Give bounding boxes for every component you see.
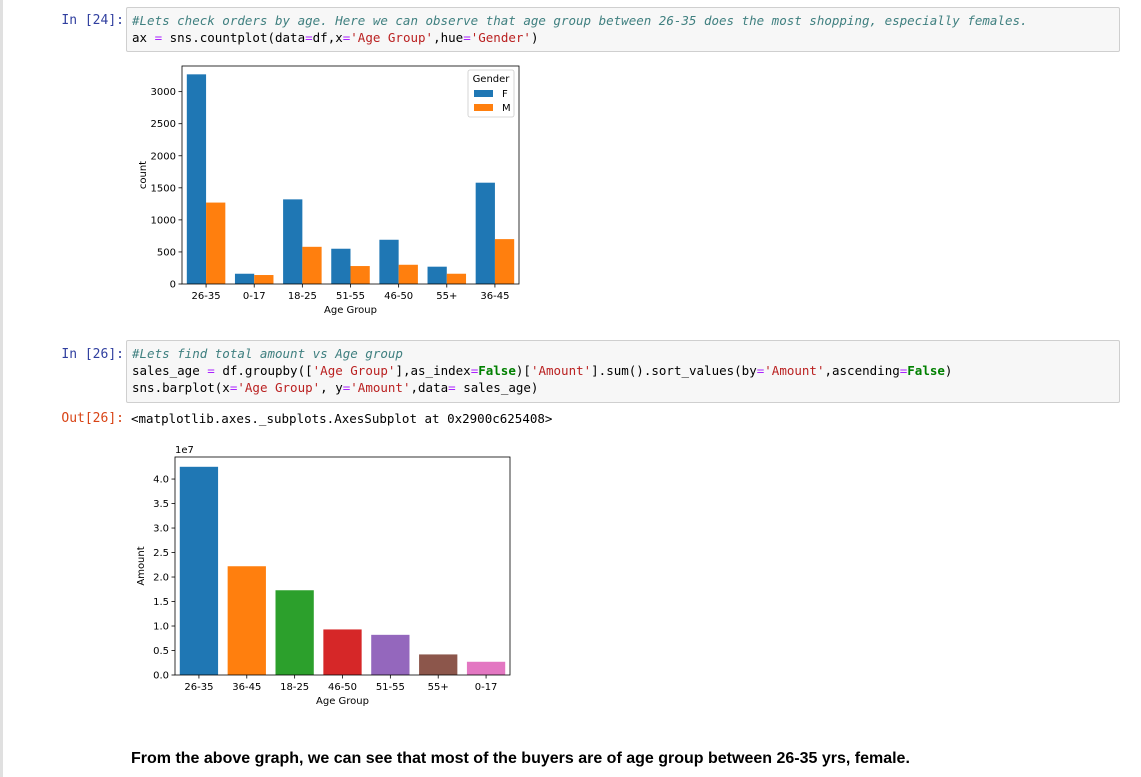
bar-m-51-55	[350, 266, 370, 284]
cell-24-prompt: In [24]:	[61, 13, 124, 28]
x-axis-label: Age Group	[324, 305, 377, 316]
markdown-conclusion: From the above graph, we can see that mo…	[131, 750, 910, 767]
legend-label-f: F	[502, 89, 508, 100]
bar-46-50	[323, 629, 362, 675]
y-tick-label: 3.0	[153, 524, 169, 535]
bar-36-45	[227, 566, 266, 675]
cell-26-prompt: In [26]:	[61, 347, 124, 362]
code-line: ax = sns.countplot(data=df,x='Age Group'…	[132, 30, 539, 45]
x-tick-label: 51-55	[376, 682, 405, 693]
bar-m-55+	[446, 273, 467, 284]
legend-swatch-f	[474, 90, 493, 97]
barplot-amount-by-age-group-chart: 0.0 0.5 1.0 1.5 2.0 2.5 3.0 3.5 4.0 26-35 36-45 18-…	[136, 445, 511, 707]
y-tick-label: 0.5	[153, 646, 169, 657]
y-tick-label: 2000	[151, 151, 176, 162]
bar-f-18-25	[283, 199, 303, 284]
y-tick-label: 1000	[151, 215, 176, 226]
x-tick-label: 36-45	[480, 291, 509, 302]
bar-55+	[419, 654, 458, 675]
legend-swatch-m	[474, 104, 493, 111]
bar-m-26-35	[206, 202, 226, 284]
code-line: sns.barplot(x='Age Group', y='Amount',da…	[132, 380, 539, 395]
legend-title: Gender	[473, 74, 511, 85]
y-offset-text: 1e7	[175, 445, 194, 456]
y-axis-label: count	[138, 161, 149, 189]
bar-m-36-45	[494, 239, 515, 284]
x-tick-label: 36-45	[232, 682, 261, 693]
x-tick-label: 46-50	[384, 291, 413, 302]
bar-m-18-25	[302, 246, 322, 284]
x-tick-label: 18-25	[280, 682, 309, 693]
y-tick-label: 0.0	[153, 671, 169, 682]
y-axis-label: Amount	[136, 546, 147, 585]
countplot-age-group-gender-chart: 0 500 1000 1500 2000 2500 3000 26-35 0-17 18-25 51…	[138, 65, 520, 316]
x-tick-label: 26-35	[192, 291, 221, 302]
bar-m-0-17	[254, 275, 274, 284]
bar-f-55+	[427, 266, 447, 284]
bar-18-25	[275, 590, 314, 675]
y-tick-label: 2500	[151, 119, 176, 130]
x-tick-label: 55+	[436, 291, 457, 302]
y-tick-label: 1500	[151, 183, 176, 194]
cell-26-code-editor[interactable]: #Lets find total amount vs Age group sal…	[126, 340, 1120, 403]
code-line: sales_age = df.groupby(['Age Group'],as_…	[132, 363, 953, 378]
y-tick-label: 3.5	[153, 499, 169, 510]
y-tick-label: 4.0	[153, 475, 169, 486]
y-tick-label: 0	[170, 280, 176, 291]
code-comment: #Lets check orders by age. Here we can o…	[132, 13, 1028, 28]
bar-f-36-45	[475, 182, 495, 284]
x-tick-label: 46-50	[328, 682, 357, 693]
bar-f-0-17	[234, 273, 255, 284]
bar-f-51-55	[331, 248, 351, 284]
cell-24-code-editor[interactable]: #Lets check orders by age. Here we can o…	[126, 7, 1120, 52]
x-tick-label: 0-17	[475, 682, 498, 693]
y-tick-label: 2.5	[153, 548, 169, 559]
x-tick-label: 26-35	[184, 682, 213, 693]
legend-label-m: M	[502, 103, 511, 114]
x-tick-label: 0-17	[243, 291, 266, 302]
y-tick-label: 1.0	[153, 622, 169, 633]
bar-26-35	[179, 466, 219, 675]
y-tick-label: 2.0	[153, 573, 169, 584]
notebook-left-border	[0, 0, 3, 777]
bar-m-46-50	[398, 264, 418, 284]
y-tick-label: 500	[157, 247, 176, 258]
x-tick-label: 18-25	[288, 291, 317, 302]
bar-0-17	[466, 661, 506, 675]
code-comment: #Lets find total amount vs Age group	[132, 346, 403, 361]
output-text: <matplotlib.axes._subplots.AxesSubplot a…	[131, 411, 553, 426]
x-axis-label: Age Group	[316, 696, 369, 707]
y-tick-label: 3000	[151, 87, 176, 98]
out-26-prompt: Out[26]:	[61, 411, 124, 426]
bar-51-55	[371, 634, 410, 675]
bar-f-46-50	[379, 239, 399, 284]
bar-f-26-35	[186, 74, 207, 284]
x-tick-label: 51-55	[336, 291, 365, 302]
y-tick-label: 1.5	[153, 597, 169, 608]
x-tick-label: 55+	[428, 682, 449, 693]
